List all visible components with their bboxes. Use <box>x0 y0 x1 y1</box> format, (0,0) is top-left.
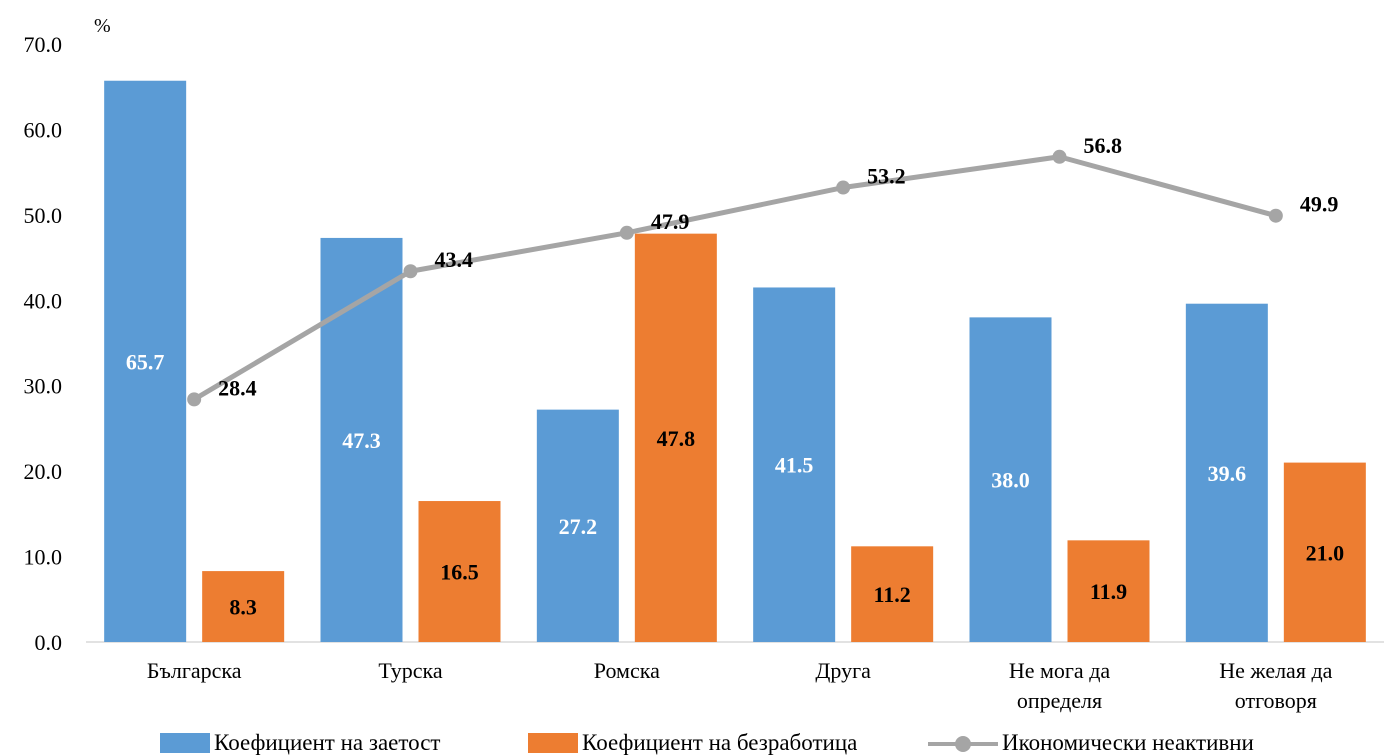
data-label-inactive: 49.9 <box>1300 192 1339 217</box>
data-label-inactive: 47.9 <box>651 209 690 234</box>
data-label-unemployment: 16.5 <box>440 560 479 585</box>
x-tick-label: Не мога да определя <box>1009 658 1111 713</box>
y-tick-label: 40.0 <box>24 288 63 313</box>
y-tick-label: 70.0 <box>24 32 63 57</box>
data-label-unemployment: 11.9 <box>1090 579 1127 604</box>
data-label-employment: 39.6 <box>1208 461 1247 486</box>
bar-employment <box>753 287 836 642</box>
line-point-inactive <box>403 264 418 279</box>
y-axis-unit-label: % <box>94 15 111 37</box>
data-label-employment: 65.7 <box>126 349 165 374</box>
data-label-employment: 27.2 <box>559 514 598 539</box>
bar-unemployment <box>1283 462 1366 642</box>
data-label-employment: 47.3 <box>342 428 381 453</box>
bar-employment <box>320 237 403 642</box>
y-tick-label: 0.0 <box>35 630 63 655</box>
x-tick-label: Не желая да отговоря <box>1219 658 1332 713</box>
y-tick-label: 10.0 <box>24 545 63 570</box>
data-label-inactive: 56.8 <box>1084 133 1123 158</box>
data-label-inactive: 53.2 <box>867 164 906 189</box>
legend-label-employment: Коефициент на заетост <box>214 730 441 755</box>
line-inactive <box>192 154 1277 402</box>
data-label-unemployment: 11.2 <box>874 582 911 607</box>
bar-unemployment <box>202 571 285 642</box>
line-point-inactive <box>619 225 634 240</box>
bar-unemployment <box>1067 540 1150 642</box>
bar-employment <box>104 80 187 643</box>
x-tick-label: Друга <box>815 658 871 683</box>
data-label-employment: 38.0 <box>991 468 1030 493</box>
legend-label-unemployment: Коефициент на безработица <box>582 730 858 755</box>
legend: Коефициент на заетост Коефициент на безр… <box>0 730 1384 756</box>
y-tick-label: 20.0 <box>24 459 63 484</box>
y-tick-label: 60.0 <box>24 117 63 142</box>
x-tick-label: Турска <box>378 658 442 683</box>
data-label-employment: 41.5 <box>775 453 814 478</box>
data-label-inactive: 28.4 <box>218 375 257 400</box>
bar-unemployment <box>418 501 501 642</box>
bar-unemployment <box>634 233 717 642</box>
x-tick-label: Българска <box>147 658 242 683</box>
data-label-inactive: 43.4 <box>435 247 474 272</box>
legend-item-employment: Коефициент на заетост <box>160 730 440 756</box>
legend-line-inactive <box>928 733 998 753</box>
line-point-inactive <box>187 392 202 407</box>
legend-swatch-unemployment <box>528 733 578 753</box>
y-tick-label: 50.0 <box>24 203 63 228</box>
bar-unemployment <box>851 546 934 642</box>
line-point-inactive <box>1052 149 1067 164</box>
line-point-inactive <box>1268 208 1283 223</box>
y-tick-label: 30.0 <box>24 374 63 399</box>
data-label-unemployment: 47.8 <box>657 426 696 451</box>
bar-employment <box>969 317 1052 642</box>
bar-employment <box>1185 303 1268 642</box>
bar-employment <box>536 409 619 642</box>
chart: % 0.0 10.0 20.0 30.0 40.0 50.0 60.0 70.0 65.7 8.… <box>24 15 1384 713</box>
legend-item-inactive: Икономически неактивни <box>928 730 1254 756</box>
legend-item-unemployment: Коефициент на безработица <box>528 730 857 756</box>
legend-label-inactive: Икономически неактивни <box>1002 730 1254 755</box>
line-point-inactive <box>836 180 851 195</box>
legend-swatch-employment <box>160 733 210 753</box>
x-tick-label: Ромска <box>594 658 660 683</box>
data-label-unemployment: 8.3 <box>229 595 257 620</box>
data-label-unemployment: 21.0 <box>1306 540 1345 565</box>
